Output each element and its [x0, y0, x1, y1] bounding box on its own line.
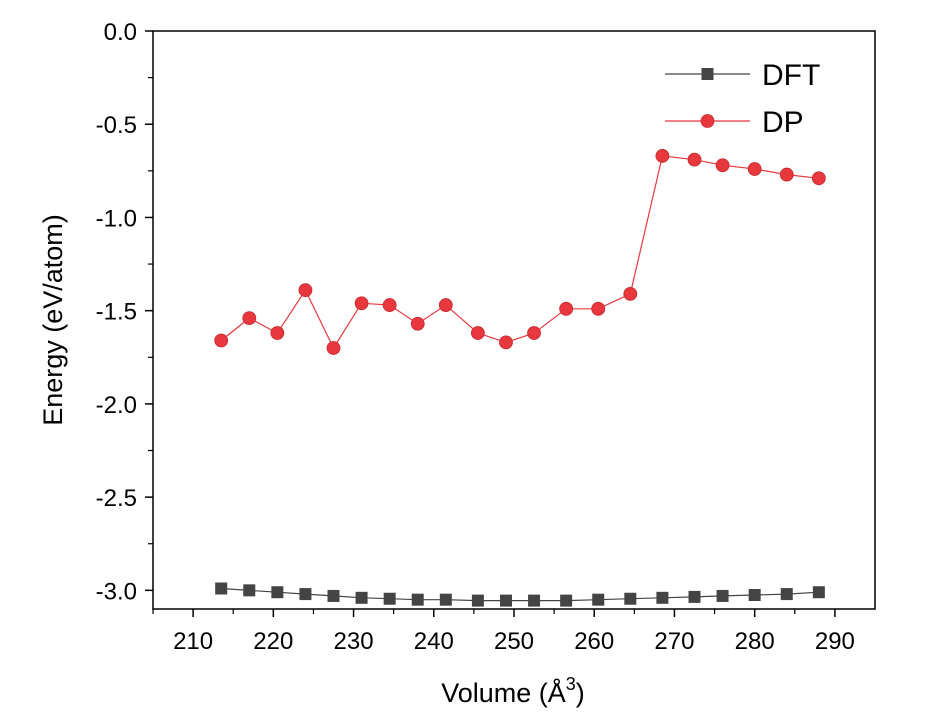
- data-point: [747, 162, 762, 176]
- y-tick-label: -1.5: [96, 299, 137, 326]
- axis-ticks: [145, 30, 836, 617]
- y-tick-label: -0.5: [96, 112, 137, 139]
- data-point: [298, 283, 313, 298]
- data-point: [811, 171, 826, 186]
- data-point: [354, 296, 369, 311]
- x-tick-label: 290: [815, 628, 855, 655]
- data-point: [471, 594, 484, 607]
- data-point: [499, 594, 512, 607]
- data-point: [243, 584, 256, 597]
- data-point: [299, 588, 312, 601]
- data-point: [748, 589, 761, 602]
- legend: DFT DP: [665, 59, 820, 139]
- data-point: [327, 589, 340, 602]
- data-point: [623, 286, 638, 301]
- tick-labels: 210 220 230 240 250 260 270 280 290 0.0 -0.5 -1.0 -1…: [96, 19, 855, 655]
- data-point: [411, 593, 424, 606]
- series-line: [220, 155, 819, 350]
- x-tick-label: 260: [574, 628, 614, 655]
- legend-label: DP: [762, 106, 804, 139]
- data-point: [270, 326, 285, 340]
- data-point: [688, 590, 701, 603]
- x-axis-title: Volume (Å3): [441, 674, 585, 708]
- data-point: [715, 158, 730, 173]
- data-point: [215, 582, 228, 595]
- data-point: [528, 594, 541, 607]
- data-point: [499, 335, 513, 350]
- x-tick-label: 230: [334, 628, 374, 655]
- data-point: [655, 149, 670, 163]
- data-point: [382, 298, 397, 312]
- data-point: [779, 167, 794, 182]
- series-layer: [214, 149, 826, 607]
- legend-marker: [701, 68, 714, 80]
- data-point: [326, 341, 341, 355]
- data-point: [624, 592, 637, 605]
- y-tick-label: -1.0: [96, 205, 137, 232]
- y-tick-label: -2.0: [96, 392, 137, 419]
- series-dp: [214, 149, 826, 355]
- data-point: [410, 316, 425, 331]
- x-tick-label: 270: [654, 628, 694, 655]
- data-point: [438, 298, 453, 312]
- y-tick-label: -2.5: [96, 485, 137, 512]
- data-point: [591, 301, 606, 316]
- y-tick-label: 0.0: [104, 19, 137, 46]
- data-point: [812, 586, 825, 599]
- legend-label: DFT: [762, 59, 820, 92]
- x-tick-label: 220: [253, 628, 293, 655]
- data-point: [355, 591, 368, 604]
- x-axis-title-sup: 3: [566, 674, 576, 694]
- data-point: [214, 333, 229, 348]
- x-tick-label: 240: [414, 628, 454, 655]
- data-point: [439, 593, 452, 606]
- data-point: [527, 326, 541, 340]
- data-point: [560, 594, 573, 607]
- y-tick-label: -3.0: [96, 578, 137, 605]
- data-point: [271, 586, 284, 599]
- x-tick-label: 210: [173, 628, 213, 655]
- y-axis-title: Energy (eV/atom): [38, 214, 68, 426]
- data-point: [716, 589, 729, 602]
- x-tick-label: 250: [494, 628, 534, 655]
- data-point: [592, 593, 605, 606]
- x-axis-title-suffix: ): [576, 678, 585, 708]
- data-point: [687, 152, 702, 167]
- x-axis-title-main: Volume (Å: [441, 677, 566, 708]
- data-point: [780, 588, 793, 601]
- x-tick-label: 280: [735, 628, 775, 655]
- data-point: [383, 592, 396, 605]
- legend-marker: [700, 114, 715, 128]
- data-point: [656, 591, 669, 604]
- data-point: [559, 301, 574, 316]
- data-point: [242, 311, 257, 326]
- series-dft: [215, 582, 825, 607]
- data-point: [470, 326, 485, 340]
